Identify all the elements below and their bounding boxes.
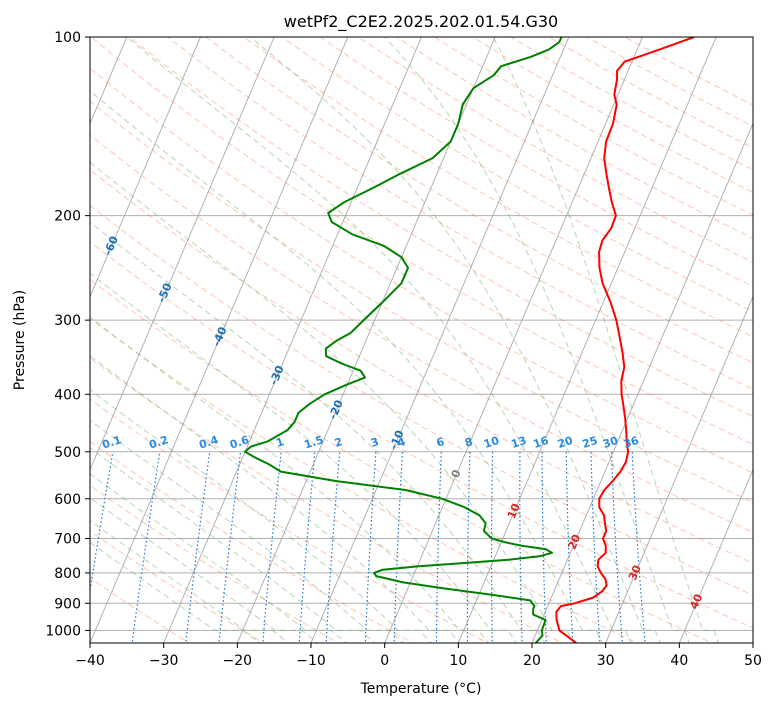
mixing-ratio-label: 3 bbox=[369, 435, 380, 450]
moist-adiabats bbox=[90, 37, 719, 643]
y-tick-label: 500 bbox=[54, 445, 81, 461]
mixing-ratio-labels: 0.1 0.2 0.4 0.6 1 1.5 2 3 4 6 8 10 13 16 20 25 30 36 bbox=[101, 433, 641, 451]
isotherm-label: 20 bbox=[565, 532, 583, 551]
x-axis-label: Temperature (°C) bbox=[360, 681, 482, 697]
isotherms bbox=[90, 37, 753, 643]
y-tick-label: 900 bbox=[54, 596, 81, 612]
dry-adiabat bbox=[90, 398, 489, 643]
isotherm-line bbox=[531, 122, 753, 643]
mixing-ratio-label: 30 bbox=[601, 434, 620, 451]
dry-adiabat bbox=[167, 37, 753, 390]
isotherm-line bbox=[90, 37, 201, 298]
pressure-gridlines bbox=[90, 37, 753, 631]
mixing-ratio-label: 10 bbox=[482, 434, 501, 451]
dry-adiabat bbox=[205, 37, 753, 364]
moist-adiabat bbox=[90, 316, 489, 643]
moist-adiabat bbox=[90, 497, 319, 643]
x-axis-ticks: −40 −30 −20 −10 0 10 20 30 40 50 bbox=[75, 643, 762, 669]
moist-adiabat bbox=[90, 473, 348, 643]
moist-adiabat bbox=[90, 272, 518, 643]
x-tick-label: −10 bbox=[296, 653, 326, 669]
y-tick-label: 300 bbox=[54, 313, 81, 329]
mixing-ratio-label: 0.4 bbox=[197, 433, 220, 451]
mixing-ratio-label: 20 bbox=[556, 434, 575, 451]
dry-adiabats bbox=[90, 37, 753, 643]
x-tick-label: −30 bbox=[149, 653, 179, 669]
mixing-ratio-label: 1 bbox=[274, 435, 285, 450]
moist-adiabat bbox=[90, 447, 376, 643]
mixing-ratio-label: 4 bbox=[396, 435, 408, 450]
moist-adiabat bbox=[126, 37, 632, 643]
dry-adiabat bbox=[90, 530, 265, 643]
y-tick-label: 400 bbox=[54, 387, 81, 403]
moist-adiabat bbox=[90, 419, 404, 643]
mixing-ratio-label: 0.6 bbox=[228, 433, 251, 451]
plot-frame bbox=[89, 36, 754, 644]
moist-adiabat bbox=[492, 37, 719, 643]
dry-adiabat bbox=[90, 241, 753, 629]
dry-adiabat bbox=[90, 278, 713, 643]
dry-adiabat bbox=[90, 37, 753, 445]
x-tick-label: −20 bbox=[223, 653, 253, 669]
isotherm-line bbox=[678, 468, 753, 643]
mixing-ratio-label: 13 bbox=[510, 434, 529, 451]
dry-adiabat bbox=[90, 204, 753, 596]
dry-adiabat bbox=[90, 100, 753, 503]
isotherm-label: 30 bbox=[626, 563, 644, 582]
y-tick-label: 800 bbox=[54, 566, 81, 582]
chart-title: wetPf2_C2E2.2025.202.01.54.G30 bbox=[284, 12, 558, 32]
plot-area: -100-90-80-70-60-50-40-30-20-10010203040… bbox=[90, 37, 753, 643]
mixing-ratio-label: 2 bbox=[333, 435, 344, 450]
isotherm-line bbox=[310, 37, 570, 643]
x-tick-label: −40 bbox=[75, 653, 105, 669]
x-tick-label: 20 bbox=[523, 653, 541, 669]
isotherm-line bbox=[384, 37, 643, 643]
x-tick-label: 0 bbox=[380, 653, 389, 669]
y-tick-label: 600 bbox=[54, 492, 81, 508]
x-tick-label: 30 bbox=[597, 653, 615, 669]
isotherm-line bbox=[163, 37, 422, 643]
mixing-ratio-label: 16 bbox=[532, 434, 551, 451]
x-tick-label: 10 bbox=[449, 653, 467, 669]
mixing-ratio-label: 36 bbox=[622, 434, 641, 451]
moist-adiabat bbox=[90, 355, 461, 643]
dry-adiabat bbox=[319, 37, 753, 288]
isotherm-line bbox=[90, 37, 349, 643]
mixing-ratio-label: 0.2 bbox=[147, 433, 170, 451]
dry-adiabat bbox=[90, 441, 414, 643]
moist-adiabat bbox=[384, 37, 690, 643]
y-tick-label: 1000 bbox=[45, 623, 81, 639]
x-tick-label: 50 bbox=[744, 653, 762, 669]
mixing-ratio-label: 1.5 bbox=[303, 433, 326, 451]
isotherm-label: 10 bbox=[505, 501, 523, 520]
mixing-ratio-label: 6 bbox=[435, 435, 447, 450]
x-tick-label: 40 bbox=[670, 653, 688, 669]
moist-adiabat bbox=[90, 161, 575, 643]
mixing-ratio-label: 0.1 bbox=[101, 433, 124, 451]
y-tick-label: 200 bbox=[54, 209, 81, 225]
moist-adiabat bbox=[249, 37, 661, 643]
dry-adiabat bbox=[90, 317, 639, 643]
mixing-ratio-label: 25 bbox=[581, 434, 600, 451]
y-tick-label: 700 bbox=[54, 532, 81, 548]
isotherm-line bbox=[605, 295, 753, 643]
y-axis-ticks: 100 200 300 400 500 600 700 800 900 1000 bbox=[45, 30, 90, 639]
y-axis-label: Pressure (hPa) bbox=[12, 290, 28, 390]
dry-adiabat bbox=[90, 134, 753, 533]
isotherm-line bbox=[90, 37, 275, 472]
dry-adiabat bbox=[90, 67, 753, 474]
y-tick-label: 100 bbox=[54, 30, 81, 46]
dry-adiabat bbox=[90, 357, 564, 643]
moist-adiabat bbox=[90, 221, 546, 643]
temperature-profile bbox=[555, 37, 695, 643]
mixing-ratio-label: 8 bbox=[463, 435, 474, 450]
moist-adiabat bbox=[90, 90, 603, 643]
sounding-profiles bbox=[244, 37, 695, 643]
dewpoint-profile bbox=[244, 37, 563, 643]
dry-adiabat bbox=[90, 169, 753, 564]
isotherm-label: 40 bbox=[687, 592, 705, 611]
